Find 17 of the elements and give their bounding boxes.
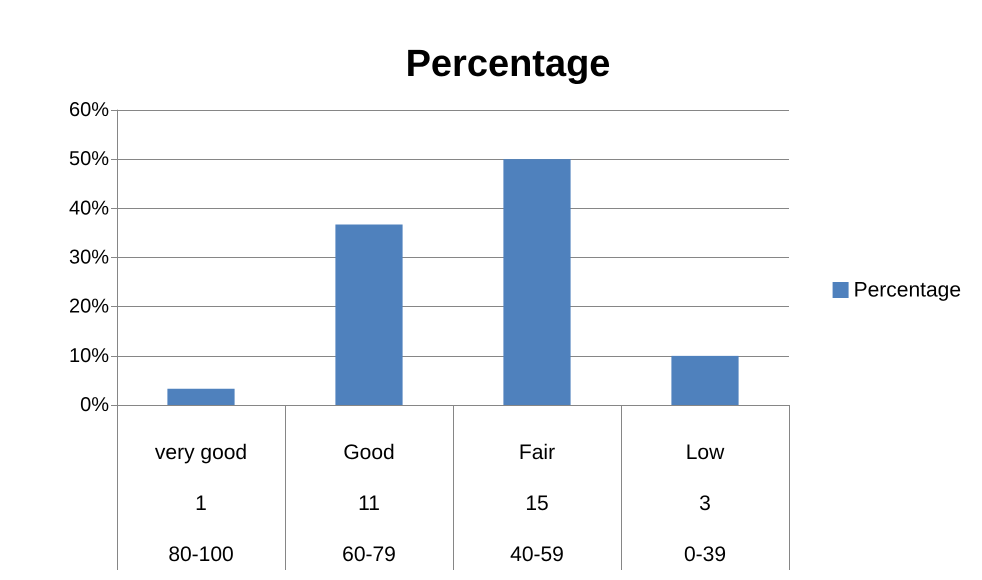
y-tick-label: 10% [68,344,110,367]
y-tick-label: 20% [68,296,110,318]
legend-label: Percentage [854,278,962,302]
category-label: Good 11 60-79 [342,441,396,566]
y-tick-label: 30% [68,246,110,268]
y-tick-label: 40% [68,197,110,220]
category-label: Fair 15 40-59 [510,441,564,566]
bar [671,356,739,405]
bar [503,159,571,405]
y-tick-label: 50% [68,148,110,170]
bar [335,224,403,405]
y-tick-label: 60% [68,99,110,121]
y-tick-label: 0% [80,394,110,416]
category-label: very good 1 80-100 [154,441,248,566]
bar [167,388,235,405]
category-label: Low 3 0-39 [684,441,726,566]
chart-title: Percentage [406,43,610,85]
